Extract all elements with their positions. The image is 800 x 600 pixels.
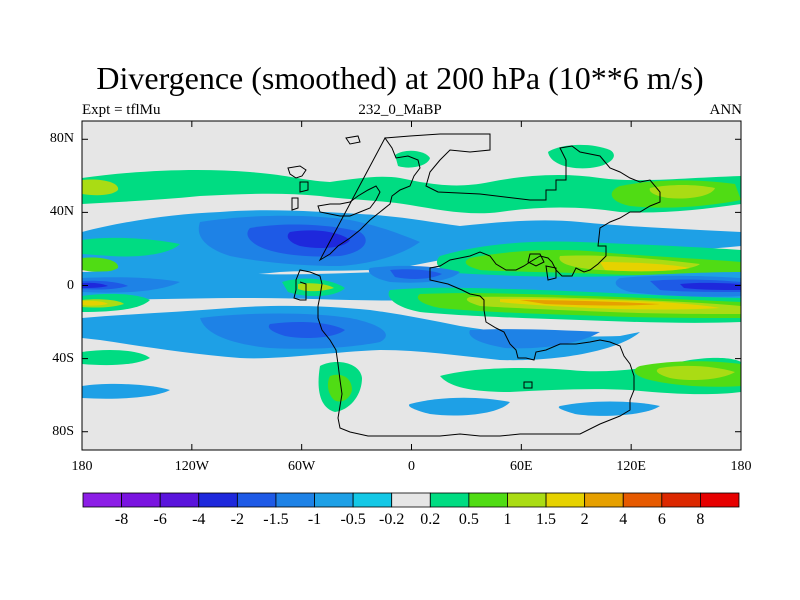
x-tick-label: 180 bbox=[71, 459, 93, 474]
contour-positive bbox=[327, 374, 352, 402]
contour-negative bbox=[268, 322, 345, 338]
contour-positive bbox=[649, 185, 715, 199]
contour-positive bbox=[82, 350, 150, 366]
contour-positive bbox=[82, 179, 119, 196]
colorbar-swatch bbox=[275, 492, 315, 508]
colorbar-swatch bbox=[700, 492, 740, 508]
colorbar-swatch bbox=[198, 492, 238, 508]
contour-positive bbox=[82, 257, 119, 272]
contour-negative bbox=[680, 282, 741, 290]
colorbar-swatch bbox=[159, 492, 200, 508]
colorbar-swatch bbox=[314, 492, 354, 508]
season-label: ANN bbox=[709, 102, 743, 118]
contour-negative bbox=[558, 401, 660, 416]
colorbar-label: 8 bbox=[696, 511, 705, 528]
colorbar-label: 0.2 bbox=[420, 511, 441, 528]
contour-positive bbox=[395, 150, 430, 168]
continent-outline bbox=[287, 135, 557, 389]
contour-positive bbox=[82, 300, 108, 306]
x-tick-label: 120W bbox=[174, 459, 209, 474]
colorbar-label: -0.5 bbox=[340, 511, 366, 528]
colorbar-label: 1 bbox=[503, 511, 512, 528]
contour-positive bbox=[548, 144, 614, 169]
colorbar-swatch bbox=[661, 492, 701, 508]
x-tick-label: 180 bbox=[730, 459, 752, 474]
y-tick-label: 40N bbox=[49, 204, 74, 220]
plot-title: Divergence (smoothed) at 200 hPa (10**6 … bbox=[96, 60, 704, 96]
contour-positive bbox=[600, 262, 690, 272]
colorbar-label: -8 bbox=[114, 511, 129, 528]
contour-negative bbox=[408, 397, 510, 416]
colorbar-swatch bbox=[429, 492, 470, 508]
contour-positive bbox=[82, 170, 741, 214]
x-tick-label: 60E bbox=[510, 459, 533, 474]
colorbar-swatch bbox=[468, 492, 508, 508]
experiment-label: Expt = tflMu bbox=[82, 102, 161, 118]
y-tick-label: 80S bbox=[52, 423, 74, 439]
x-tick-label: 120E bbox=[616, 459, 646, 474]
colorbar-swatch bbox=[545, 492, 586, 508]
colorbar-label: 2 bbox=[580, 511, 589, 528]
colorbar-swatch bbox=[82, 492, 122, 508]
colorbar-swatch bbox=[352, 492, 393, 508]
contour-positive bbox=[656, 365, 735, 380]
colorbar bbox=[82, 492, 740, 508]
contour-negative bbox=[82, 383, 170, 399]
divergence-field bbox=[82, 133, 741, 437]
x-tick-label: 60W bbox=[288, 459, 316, 474]
colorbar-label: -1 bbox=[307, 511, 322, 528]
continent-outline bbox=[293, 133, 661, 437]
contour-positive bbox=[82, 237, 180, 257]
colorbar-label: -6 bbox=[153, 511, 167, 528]
y-tick-label: 40S bbox=[52, 350, 74, 366]
contour-negative bbox=[390, 269, 442, 279]
axis-ticks bbox=[81, 121, 742, 450]
colorbar-label: -4 bbox=[192, 511, 206, 528]
colorbar-swatch bbox=[391, 492, 431, 508]
colorbar-label: 4 bbox=[619, 511, 628, 528]
colorbar-label: 6 bbox=[657, 511, 666, 528]
contour-positive bbox=[520, 300, 660, 306]
colorbar-label: -0.2 bbox=[379, 511, 405, 528]
colorbar-swatch bbox=[584, 492, 624, 508]
colorbar-label: -2 bbox=[230, 511, 244, 528]
colorbar-swatch bbox=[236, 492, 277, 508]
contour-negative bbox=[469, 329, 600, 349]
colorbar-label: 0.5 bbox=[458, 511, 479, 528]
case-label: 232_0_MaBP bbox=[358, 102, 442, 118]
colorbar-swatch bbox=[121, 492, 161, 508]
y-tick-label: 0 bbox=[67, 277, 74, 293]
contour-negative bbox=[287, 230, 350, 248]
y-tick-label: 80N bbox=[49, 131, 74, 147]
colorbar-label: 1.5 bbox=[536, 511, 557, 528]
colorbar-swatch bbox=[622, 492, 663, 508]
contour-positive bbox=[298, 283, 334, 292]
x-tick-label: 0 bbox=[408, 459, 415, 474]
colorbar-label: -1.5 bbox=[263, 511, 289, 528]
contour-negative bbox=[82, 282, 108, 288]
colorbar-swatch bbox=[507, 492, 547, 508]
